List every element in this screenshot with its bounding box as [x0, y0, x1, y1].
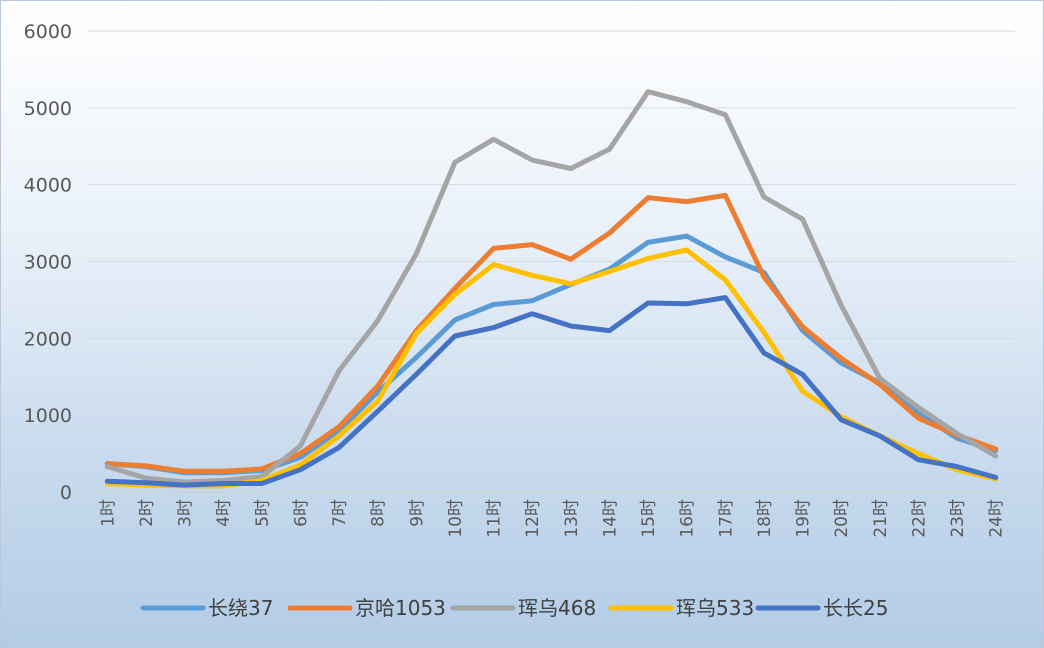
x-tick-label: 2时 — [137, 499, 157, 527]
y-tick-label: 3000 — [24, 252, 72, 274]
x-tick-label: 12时 — [523, 499, 543, 538]
legend-label: 珲乌533 — [676, 596, 754, 620]
legend-label: 长长25 — [823, 596, 888, 620]
legend-item: 珲乌533 — [608, 596, 754, 620]
x-tick-label: 4时 — [214, 499, 234, 527]
x-tick-label: 24时 — [987, 499, 1007, 538]
legend: 长绕37 京哈1053 珲乌468 珲乌533 长长25 — [140, 596, 888, 620]
x-tick-label: 20时 — [832, 499, 852, 538]
x-tick-label: 1时 — [98, 499, 118, 527]
legend-item: 珲乌468 — [450, 596, 596, 620]
y-axis: 0 1000 2000 3000 4000 5000 6000 — [24, 21, 72, 504]
x-tick-label: 14时 — [600, 499, 620, 538]
x-tick-label: 3时 — [176, 499, 196, 527]
legend-label: 长绕37 — [208, 596, 273, 620]
legend-item: 京哈1053 — [287, 596, 446, 620]
x-tick-label: 5时 — [253, 499, 273, 527]
legend-item: 长绕37 — [140, 596, 273, 620]
y-tick-label: 1000 — [24, 405, 72, 427]
legend-label: 珲乌468 — [518, 596, 596, 620]
x-tick-label: 21时 — [871, 499, 891, 538]
series-line — [104, 233, 999, 476]
x-tick-label: 17时 — [716, 499, 736, 538]
x-axis: 1时 2时 3时 4时 5时 6时 7时 8时 9时 10时 11时 12时 13时 14时 15时 16时 1… — [98, 499, 1006, 538]
x-tick-label: 8时 — [369, 499, 389, 527]
x-tick-label: 16时 — [678, 499, 698, 538]
x-tick-label: 13时 — [562, 499, 582, 538]
series-group — [104, 89, 999, 489]
x-tick-label: 9时 — [407, 499, 427, 527]
y-tick-label: 4000 — [24, 175, 72, 197]
x-tick-label: 10时 — [446, 499, 466, 538]
series-line — [104, 295, 999, 488]
x-tick-label: 15时 — [639, 499, 659, 538]
y-tick-label: 0 — [60, 482, 72, 504]
x-tick-label: 18时 — [755, 499, 775, 538]
y-tick-label: 5000 — [24, 98, 72, 120]
legend-label: 京哈1053 — [355, 596, 446, 620]
series-line — [104, 247, 999, 489]
y-tick-label: 6000 — [24, 21, 72, 43]
x-tick-label: 11时 — [485, 499, 505, 538]
x-tick-label: 7时 — [330, 499, 350, 527]
series-line — [104, 89, 999, 485]
series-line — [104, 192, 999, 474]
x-tick-label: 19时 — [794, 499, 814, 538]
x-tick-label: 6时 — [291, 499, 311, 527]
x-tick-label: 22时 — [909, 499, 929, 538]
y-tick-label: 2000 — [24, 328, 72, 350]
x-tick-label: 23时 — [948, 499, 968, 538]
gridlines — [88, 30, 1015, 493]
legend-item: 长长25 — [755, 596, 888, 620]
